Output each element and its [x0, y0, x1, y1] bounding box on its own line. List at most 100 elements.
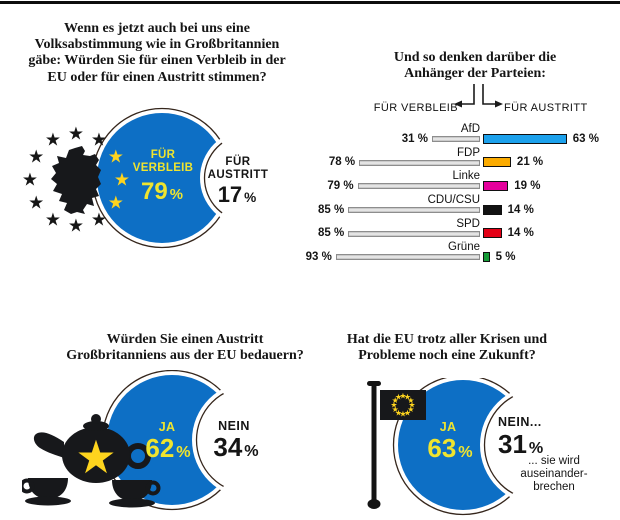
no-number: 34	[213, 432, 243, 462]
party-row: AfD 31 % 63 %	[330, 123, 620, 147]
star-icon: ★	[68, 124, 84, 145]
yes-value: 63%	[427, 435, 472, 465]
eu-stars-ring-icon: ★ ★★★★★★★★★★★	[22, 124, 130, 237]
yes-label: JA	[439, 420, 457, 434]
party-row: CDU/CSU 85 % 14 %	[318, 194, 620, 218]
leave-percent-label: 19 %	[514, 179, 541, 192]
star-icon: ★	[22, 170, 38, 191]
leave-percent-label: 14 %	[507, 227, 534, 240]
star-icon: ★	[407, 396, 414, 405]
teapot-knob	[91, 414, 101, 424]
party-row: Grüne 93 % 5 %	[306, 241, 620, 265]
leave-value: 17%	[218, 182, 257, 211]
no-number: 31	[498, 429, 527, 459]
star-icon: ★	[75, 430, 116, 484]
star-icon: ★	[392, 405, 399, 414]
no-value: 31%	[498, 431, 543, 461]
teacup-right	[112, 480, 152, 501]
party-row: SPD 85 % 14 %	[318, 218, 620, 242]
star-icon: ★	[395, 393, 402, 402]
yes-label: JA	[158, 420, 176, 434]
leave-bar	[483, 133, 567, 144]
stay-bar	[348, 230, 480, 237]
no-value: 34%	[213, 434, 258, 464]
regret-question-panel: Würden Sie einen Austritt Großbritannien…	[0, 325, 330, 520]
star-icon: ★	[68, 216, 84, 237]
flag-pole	[371, 384, 377, 502]
leave-bar	[483, 251, 490, 262]
no-label: NEIN	[218, 419, 250, 433]
stay-percent-label: 79 %	[327, 179, 354, 192]
star-icon: ★	[114, 170, 130, 191]
bite-outline	[203, 133, 232, 223]
leave-bar	[483, 157, 511, 168]
stay-bar	[357, 183, 480, 190]
percent-sign: %	[244, 190, 257, 205]
eu-flag-icon: ★★★★★★★★★★★★	[367, 381, 426, 509]
percent-sign: %	[528, 439, 544, 457]
teapot-pie-graphic: ★	[22, 370, 308, 511]
leave-number: 17	[217, 182, 243, 207]
future-question-panel: Hat die EU trotz aller Krisen und Proble…	[330, 325, 620, 520]
star-icon: ★	[45, 209, 61, 230]
percent-sign: %	[458, 443, 473, 461]
no-label: NEIN...	[498, 415, 542, 429]
arrow-left-icon	[454, 100, 462, 108]
star-icon: ★	[28, 193, 44, 214]
saucer-left	[25, 496, 71, 506]
star-icon: ★	[108, 193, 124, 214]
star-icon: ★	[392, 396, 399, 405]
star-icon: ★	[408, 401, 415, 410]
legend-leave: FÜR AUSTRITT	[504, 102, 588, 114]
teapot-lid	[83, 421, 109, 431]
stay-percent-label: 85 %	[318, 203, 345, 216]
star-icon: ★	[407, 405, 414, 414]
leave-bar	[483, 204, 502, 215]
star-icon: ★	[399, 392, 406, 401]
germany-map-icon	[51, 146, 101, 214]
stay-percent-label: 78 %	[328, 156, 356, 169]
yes-value: 62%	[145, 435, 190, 465]
star-icon: ★	[75, 430, 116, 484]
star-icon: ★	[395, 408, 402, 417]
eu-germany-pie-graphic: ★ ★★★★★★★★★★★	[22, 107, 296, 249]
teapot-icon: ★	[22, 414, 161, 508]
stay-percent-label: 93 %	[305, 250, 332, 263]
flag-pole-cap	[367, 381, 381, 386]
party-name-label: FDP	[457, 146, 480, 159]
party-name-label: Grüne	[448, 241, 480, 254]
cup-handle-left	[22, 478, 35, 494]
stay-value: 79%	[141, 179, 183, 208]
star-icon: ★	[91, 130, 107, 151]
percent-sign: %	[244, 442, 259, 460]
stay-circle	[97, 113, 227, 243]
question-text: Würden Sie einen Austritt Großbritannien…	[66, 332, 304, 364]
flag-cloth	[380, 390, 426, 420]
bite-outline	[195, 385, 242, 495]
bite-cutout	[192, 382, 308, 498]
top-rule	[0, 1, 620, 4]
stay-bar	[348, 207, 480, 214]
star-icon: ★	[404, 408, 411, 417]
cup-handle-right	[145, 480, 161, 496]
star-icon: ★	[108, 147, 124, 168]
party-name-label: AfD	[460, 123, 480, 135]
stay-percent-label: 85 %	[318, 227, 345, 240]
star-icon: ★	[91, 209, 107, 230]
party-rows: AfD 31 % 63 % FDP 78 % 21 % Linke 79 % 19 % CDU/C…	[306, 123, 620, 265]
saucer-right	[109, 498, 155, 508]
stay-percent-label: 31 %	[401, 132, 428, 145]
leave-percent-label: 21 %	[516, 156, 544, 169]
bite-cutout	[200, 130, 296, 226]
teacup-left	[28, 478, 68, 499]
leave-percent-label: 14 %	[507, 203, 534, 216]
leave-percent-label: 63 %	[572, 132, 599, 145]
arrow-right-icon	[495, 100, 503, 108]
yes-number: 63	[427, 433, 457, 463]
teapot-body	[62, 427, 130, 483]
eu-flag-pie-graphic: ★★★★★★★★★★★★	[367, 378, 600, 516]
star-icon: ★	[28, 147, 44, 168]
legend-stay: FÜR VERBLEIB	[373, 102, 458, 114]
leave-bar	[483, 180, 509, 191]
leave-bar	[483, 228, 502, 239]
